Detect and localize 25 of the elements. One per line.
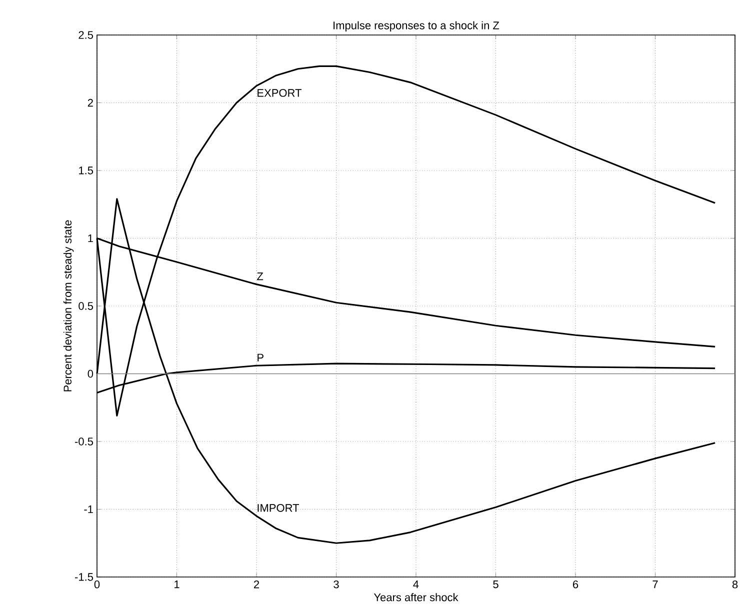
x-axis-title: Years after shock	[374, 593, 458, 602]
y-tick-label: 1.5	[79, 166, 94, 174]
annotation: Z	[257, 272, 264, 280]
annotation: EXPORT	[258, 89, 302, 97]
y-tick-label: 0	[88, 370, 94, 378]
y-tick-label: -1	[84, 505, 93, 514]
x-tick-label: 0	[94, 580, 100, 588]
y-tick-label: 1	[88, 234, 93, 242]
x-tick-label: 8	[732, 580, 738, 588]
y-tick-label: -0.5	[75, 438, 94, 446]
x-tick-label: 3	[334, 580, 339, 588]
annotation: P	[258, 354, 264, 362]
x-tick-label: 5	[493, 580, 498, 588]
y-tick-label: 0.5	[78, 302, 94, 310]
y-tick-label: 2	[88, 98, 93, 107]
annotation: IMPORT	[258, 504, 300, 512]
y-axis-title: Percent deviation from steady state	[63, 220, 74, 392]
x-tick-label: 6	[573, 580, 578, 588]
x-tick-label: 2	[254, 580, 260, 588]
x-tick-label: 1	[174, 580, 180, 588]
x-tick-label: 7	[652, 580, 658, 588]
chart-title: Impulse responses to a shock in Z	[334, 21, 500, 32]
y-tick-label: 2.5	[78, 31, 94, 39]
y-tick-label: -1.5	[75, 573, 94, 581]
x-tick-label: 4	[413, 580, 419, 588]
